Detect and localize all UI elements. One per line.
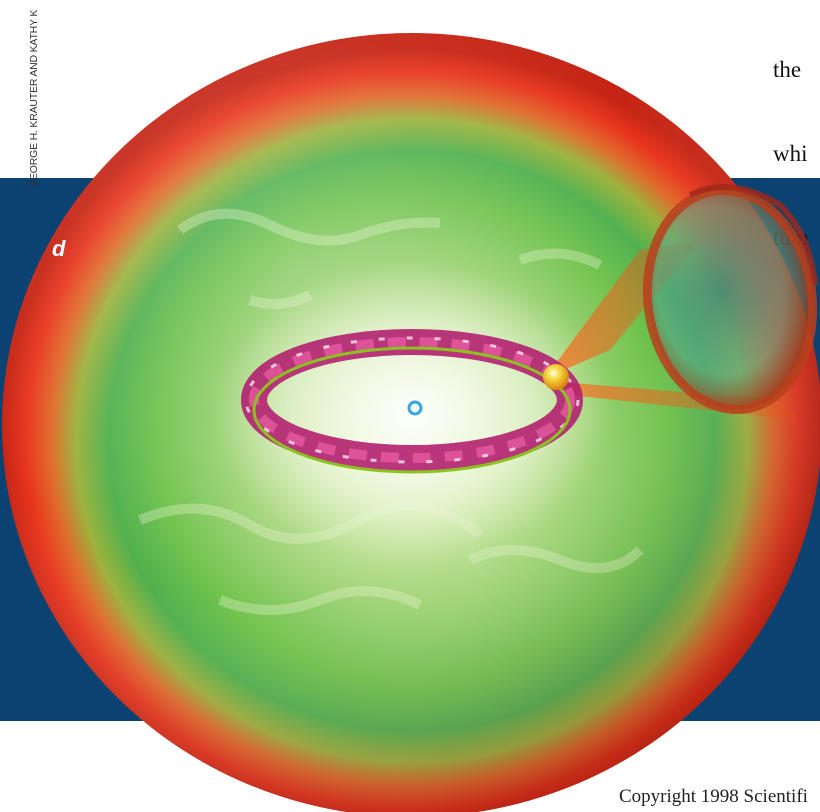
ejected-bubble	[545, 184, 818, 420]
panel-label: d	[52, 236, 66, 261]
dust-ring	[241, 329, 583, 474]
orbit-path	[252, 346, 572, 474]
text-line: whi	[773, 141, 808, 166]
companion-star	[543, 364, 569, 390]
copyright-text: Copyright 1998 Scientifi	[619, 786, 808, 807]
central-star	[407, 400, 423, 416]
text-line: the	[773, 57, 802, 82]
nebula-sphere	[2, 33, 820, 812]
